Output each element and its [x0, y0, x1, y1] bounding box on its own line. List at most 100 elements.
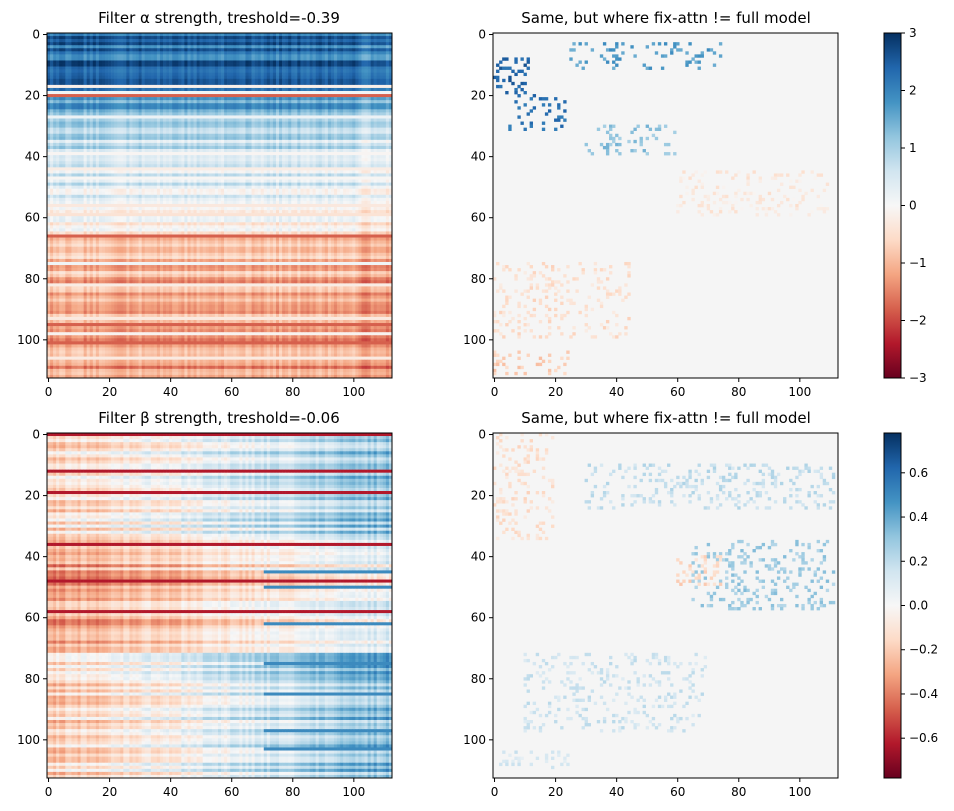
heatmap-cell — [324, 78, 329, 83]
heatmap-cell — [282, 164, 286, 168]
heatmap-cell — [300, 48, 304, 52]
heatmap-cell — [92, 124, 97, 128]
heatmap-cell — [254, 36, 258, 40]
heatmap-cell — [150, 36, 155, 40]
heatmap-cell — [358, 81, 362, 86]
heatmap-cell — [80, 167, 84, 171]
heatmap-cell — [297, 158, 301, 162]
heatmap-cell — [105, 75, 109, 80]
heatmap-cell — [260, 124, 265, 128]
heatmap-cell — [248, 136, 252, 141]
heatmap-cell — [211, 39, 216, 43]
heatmap-cell — [349, 164, 353, 168]
heatmap-cell — [233, 84, 237, 89]
heatmap-cell — [172, 164, 176, 168]
heatmap-cell — [257, 48, 262, 52]
heatmap-cell — [92, 33, 97, 37]
heatmap-cell — [346, 158, 350, 162]
heatmap-cell — [385, 69, 390, 73]
heatmap-cell — [327, 115, 332, 119]
heatmap-cell — [193, 127, 197, 131]
heatmap-cell — [312, 97, 316, 101]
heatmap-cell — [105, 97, 109, 101]
heatmap-cell — [184, 149, 188, 153]
heatmap-cell — [80, 127, 84, 131]
heatmap-cell — [68, 39, 72, 43]
heatmap-cell — [355, 54, 359, 58]
heatmap-cell — [68, 84, 72, 89]
heatmap-cell — [196, 54, 200, 58]
heatmap-cell — [138, 136, 142, 141]
heatmap-cell — [324, 84, 329, 89]
heatmap-cell — [306, 155, 310, 159]
heatmap-cell — [120, 48, 124, 52]
heatmap-cell — [361, 109, 365, 113]
heatmap-cell — [370, 84, 374, 89]
heatmap-cell — [211, 103, 216, 107]
heatmap-cell — [248, 33, 252, 37]
heatmap-cell — [245, 139, 249, 144]
heatmap-cell — [68, 100, 72, 104]
heatmap-cell — [382, 133, 387, 138]
heatmap-cell — [56, 136, 60, 141]
heatmap-cell — [156, 54, 161, 58]
heatmap-cell — [340, 75, 344, 80]
heatmap-cell — [349, 139, 353, 144]
heatmap-cell — [184, 87, 188, 92]
heatmap-cell — [333, 36, 338, 40]
heatmap-cell — [285, 164, 289, 168]
heatmap-cell — [190, 145, 194, 150]
heatmap-cell — [62, 130, 66, 135]
heatmap-cell — [388, 103, 393, 107]
heatmap-cell — [327, 149, 332, 153]
heatmap-cell — [333, 161, 338, 165]
heatmap-cell — [239, 42, 243, 46]
heatmap-cell — [327, 118, 332, 122]
heatmap-cell — [242, 142, 246, 147]
heatmap-cell — [315, 45, 320, 49]
heatmap-cell — [361, 136, 365, 141]
heatmap-cell — [65, 118, 69, 122]
heatmap-cell — [245, 124, 249, 128]
heatmap-cell — [361, 161, 365, 165]
heatmap-cell — [355, 51, 359, 55]
heatmap-cell — [193, 72, 197, 77]
heatmap-cell — [230, 106, 234, 110]
heatmap-cell — [193, 57, 197, 61]
heatmap-cell — [355, 133, 359, 138]
heatmap-cell — [382, 78, 387, 83]
heatmap-cell — [77, 36, 81, 40]
heatmap-cell — [385, 158, 390, 162]
heatmap-cell — [346, 103, 350, 107]
heatmap-cell — [138, 118, 142, 122]
heatmap-cell — [312, 69, 316, 73]
heatmap-cell — [80, 66, 84, 70]
heatmap-cell — [379, 81, 384, 86]
heatmap-cell — [364, 103, 368, 107]
heatmap-cell — [80, 63, 84, 67]
heatmap-cell — [172, 112, 176, 116]
heatmap-cell — [77, 130, 81, 135]
heatmap-cell — [318, 109, 323, 113]
heatmap-cell — [352, 164, 356, 168]
heatmap-cell — [74, 136, 78, 141]
heatmap-cell — [315, 158, 320, 162]
heatmap-cell — [324, 100, 329, 104]
heatmap-cell — [175, 91, 179, 95]
heatmap-cell — [114, 78, 118, 83]
heatmap-cell — [340, 97, 344, 101]
heatmap-cell — [211, 72, 216, 77]
heatmap-cell — [224, 103, 228, 107]
heatmap-cell — [324, 118, 329, 122]
heatmap-cell — [327, 136, 332, 141]
heatmap-cell — [53, 60, 57, 64]
heatmap-cell — [175, 39, 179, 43]
heatmap-cell — [138, 91, 142, 95]
heatmap-cell — [221, 142, 225, 147]
heatmap-cell — [352, 57, 356, 61]
heatmap-cell — [83, 124, 87, 128]
heatmap-cell — [312, 48, 316, 52]
heatmap-cell — [126, 112, 130, 116]
heatmap-cell — [101, 97, 106, 101]
heatmap-cell — [370, 161, 374, 165]
